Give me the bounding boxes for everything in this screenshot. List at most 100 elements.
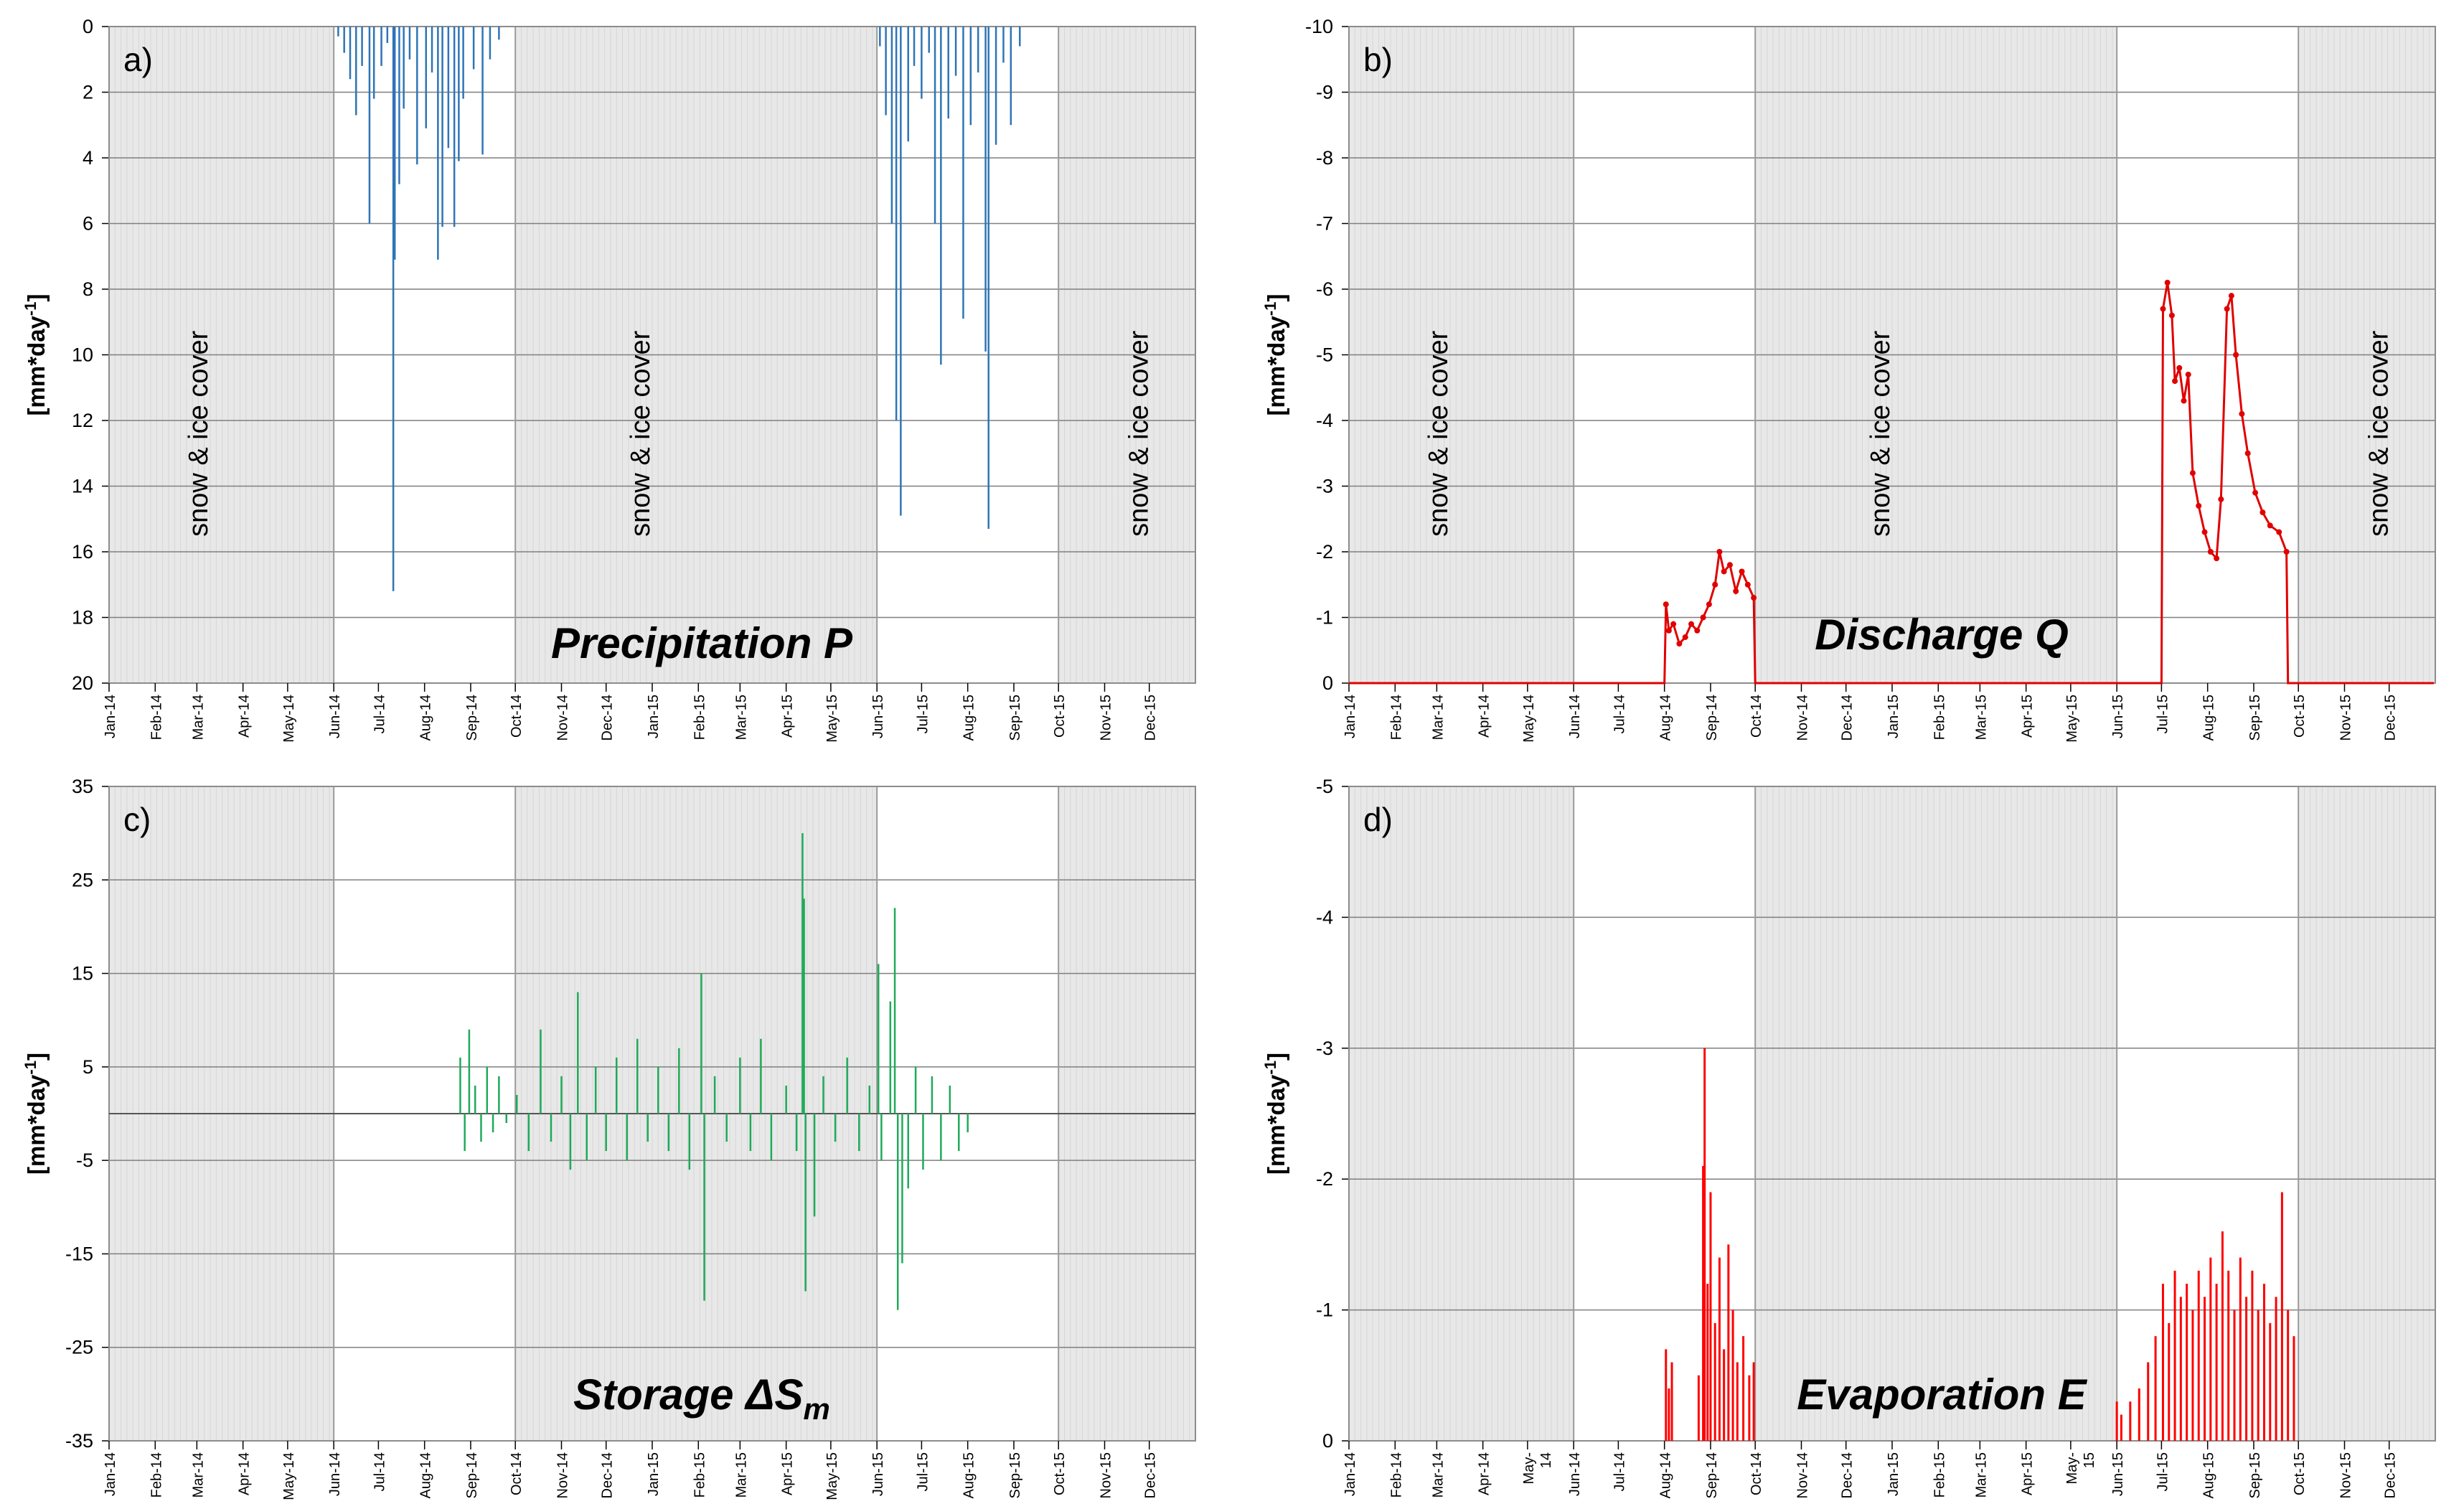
y-axis-label-part: ]: [23, 294, 50, 302]
x-tick-label: Jan-14: [103, 1452, 118, 1496]
discharge-point: [2176, 365, 2183, 371]
y-tick-label: 8: [83, 278, 93, 300]
y-axis-label-part: [mm*day: [23, 315, 50, 415]
x-tick-label: Feb-14: [1388, 1452, 1404, 1498]
y-tick-label: 20: [72, 672, 93, 694]
panel-label: a): [123, 41, 153, 78]
y-tick-label: -6: [1316, 278, 1333, 300]
discharge-point: [2214, 555, 2220, 562]
discharge-point: [2239, 410, 2245, 417]
x-tick-label: May-14: [1521, 695, 1537, 743]
y-tick-label: -3: [1316, 1038, 1333, 1059]
x-tick-label: Sep-14: [464, 695, 480, 741]
y-tick-label: -5: [1316, 344, 1333, 366]
panel-c: 35 25 15 5 -5 -15 -25 -35 Jan-14 Feb-14 Mar-14 Apr-…: [22, 776, 1196, 1500]
discharge-point: [1694, 627, 1701, 634]
x-tick-label: Oct-14: [509, 1452, 525, 1495]
discharge-point: [2218, 496, 2224, 502]
x-tick-label: Jul-14: [1612, 1452, 1627, 1491]
x-tick-label: Dec-14: [1840, 695, 1856, 741]
x-tick-label: Mar-14: [190, 1452, 206, 1498]
discharge-point: [1716, 549, 1723, 555]
x-tick-label: Mar-14: [1430, 1452, 1446, 1498]
y-tick-label: -25: [65, 1337, 93, 1358]
x-tick-label: Dec-15: [2383, 695, 2399, 741]
x-tick-label: Jul-15: [2155, 1452, 2171, 1491]
x-tick-label: Dec-14: [1840, 1452, 1856, 1498]
discharge-point: [2172, 378, 2178, 385]
y-tick-label: -5: [1316, 776, 1333, 797]
y-axis-label: [mm*day-1]: [1261, 1053, 1289, 1175]
x-tick-label: Mar-15: [733, 1452, 749, 1498]
y-tick-label: 2: [83, 82, 93, 103]
x-tick-label: Mar-14: [190, 695, 206, 740]
x-tick-label: Feb-14: [1388, 695, 1404, 740]
y-tick-label: -35: [65, 1430, 93, 1452]
x-tick-label: Jul-14: [372, 1452, 387, 1491]
y-axis-label-superscript: -1: [1261, 302, 1279, 316]
x-tick-label: Jun-14: [327, 695, 343, 738]
x-tick-label: Jul-15: [2155, 695, 2171, 733]
y-axis-label-part: ]: [1263, 1053, 1289, 1061]
x-tick-label: Jul-14: [1612, 695, 1627, 733]
x-tick-label: Mar-15: [1973, 695, 1989, 740]
x-tick-label: Aug-15: [2201, 1452, 2217, 1499]
x-tick-label: Dec-14: [600, 1452, 616, 1498]
x-tick-label: May-: [2064, 1452, 2080, 1484]
x-tick-label: Aug-14: [418, 1452, 434, 1499]
panel-title-subscript: m: [804, 1392, 830, 1426]
discharge-point: [2228, 293, 2234, 299]
y-tick-label: 25: [72, 869, 93, 890]
discharge-point: [2224, 306, 2230, 312]
snow-cover-band: [1349, 786, 1574, 1441]
discharge-line: [1349, 282, 2434, 685]
x-tick-label: Feb-15: [692, 695, 707, 740]
snow-cover-label: snow & ice cover: [1866, 330, 1896, 537]
y-tick-label: 14: [72, 476, 93, 497]
panel-label: b): [1363, 41, 1393, 78]
x-tick-label: Jan-14: [1342, 1452, 1358, 1496]
panel-a: 0 2 4 6 8 10 12 14 16 18 20 Jan-14 Feb-14 Mar-14 Apr-1…: [22, 16, 1196, 743]
discharge-point: [2267, 522, 2273, 529]
x-tick-label: Feb-15: [1932, 695, 1947, 740]
x-tick-label: Apr-14: [237, 695, 253, 738]
discharge-point: [1688, 621, 1695, 627]
x-tick-label: Feb-15: [1932, 1452, 1947, 1498]
y-axis-label: [mm*day-1]: [1261, 294, 1289, 416]
snow-cover-band: [1755, 786, 2117, 1441]
x-tick-label: Apr-15: [780, 695, 796, 738]
x-tick-label: Mar-14: [1430, 695, 1446, 740]
x-tick-label: Jun-14: [327, 1452, 343, 1496]
x-tick-label: Feb-14: [149, 1452, 164, 1498]
panel-title: Precipitation P: [551, 619, 853, 667]
x-tick-label: Jun-15: [2110, 695, 2126, 738]
x-tick-label: Apr-15: [780, 1452, 796, 1495]
x-tick-label: Jul-15: [915, 1452, 931, 1491]
x-tick-label: Aug-15: [961, 1452, 977, 1499]
discharge-point: [1676, 641, 1683, 647]
y-axis-label-part: ]: [23, 1053, 50, 1061]
y-tick-label: 12: [72, 410, 93, 431]
x-tick-label: May-14: [281, 1452, 297, 1500]
x-tick-label: Aug-15: [961, 695, 977, 741]
x-tick-label: Apr-15: [2020, 1452, 2036, 1495]
y-tick-label: 6: [83, 213, 93, 235]
x-tick-label: Feb-14: [149, 695, 164, 740]
y-axis-label-part: [mm*day: [1263, 1074, 1289, 1175]
panel-title: Storage ΔSm: [573, 1371, 830, 1426]
y-tick-label: -1: [1316, 1299, 1333, 1321]
x-tick-label: Dec-15: [2383, 1452, 2399, 1498]
discharge-point: [2164, 279, 2171, 286]
x-tick-label: Oct-15: [2292, 1452, 2308, 1495]
discharge-point: [1721, 568, 1727, 575]
snow-cover-label: snow & ice cover: [626, 330, 656, 537]
discharge-point: [1663, 601, 1669, 608]
y-axis-label: [mm*day-1]: [22, 294, 50, 416]
y-tick-label: -1: [1316, 607, 1333, 629]
y-tick-label: 0: [1322, 672, 1333, 694]
x-tick-label: Jan-14: [1342, 695, 1358, 738]
x-tick-label: Dec-15: [1143, 695, 1159, 741]
x-tick-label: 14: [1538, 1452, 1554, 1468]
x-tick-label: Sep-15: [1007, 1452, 1023, 1499]
